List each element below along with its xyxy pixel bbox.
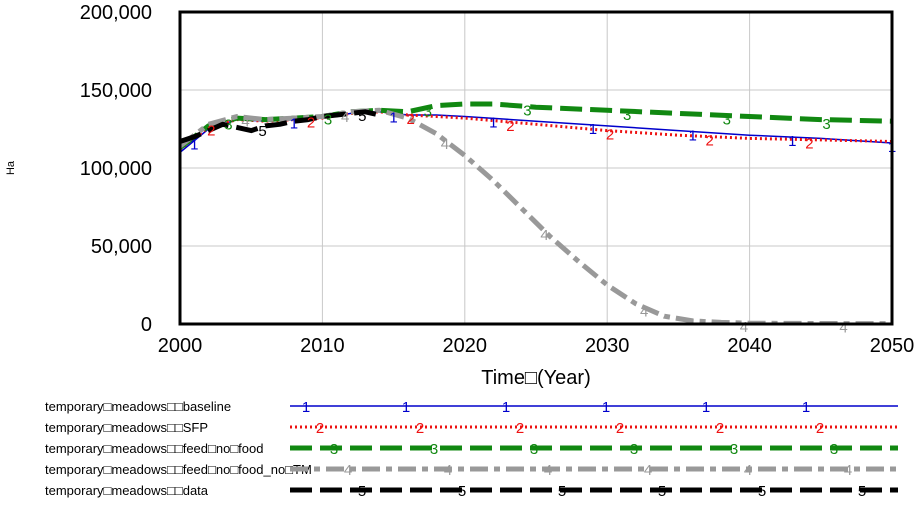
series-marker-2: 2 bbox=[805, 136, 813, 153]
series-line-3 bbox=[180, 101, 892, 150]
series-marker-2: 2 bbox=[606, 127, 614, 144]
x-tick-label: 2040 bbox=[727, 335, 772, 357]
y-tick-label: 150,000 bbox=[80, 80, 152, 102]
legend-marker-3: 3 bbox=[530, 441, 538, 458]
legend-marker-4: 4 bbox=[544, 462, 552, 479]
series-marker-4: 4 bbox=[839, 320, 847, 337]
series-line-4 bbox=[180, 107, 892, 324]
series-marker-1: 1 bbox=[190, 137, 198, 154]
legend-marker-5: 5 bbox=[858, 483, 866, 500]
legend-marker-4: 4 bbox=[844, 462, 852, 479]
y-axis-tick-labels: 0 50,000 100,000 150,000 200,000 bbox=[80, 2, 152, 336]
legend-marker-3: 3 bbox=[330, 441, 338, 458]
series-marker-1: 1 bbox=[489, 114, 497, 131]
series-marker-1: 1 bbox=[389, 109, 397, 126]
series-marker-4: 4 bbox=[241, 113, 249, 130]
legend-marker-5: 5 bbox=[658, 483, 666, 500]
x-tick-label: 2050 bbox=[870, 335, 915, 357]
series-marker-2: 2 bbox=[407, 111, 415, 128]
legend-marker-3: 3 bbox=[430, 441, 438, 458]
legend-marker-1: 1 bbox=[302, 399, 310, 416]
legend-marker-2: 2 bbox=[316, 420, 324, 437]
legend-marker-2: 2 bbox=[616, 420, 624, 437]
series-line-5 bbox=[180, 109, 380, 144]
legend-label-3: temporary□meadows□□feed□no□food bbox=[45, 441, 263, 456]
legend-marker-5: 5 bbox=[758, 483, 766, 500]
legend-marker-3: 3 bbox=[730, 441, 738, 458]
legend-marker-2: 2 bbox=[516, 420, 524, 437]
series-marker-3: 3 bbox=[324, 112, 332, 129]
series-marker-4: 4 bbox=[740, 319, 748, 336]
legend-marker-1: 1 bbox=[402, 399, 410, 416]
legend-marker-3: 3 bbox=[830, 441, 838, 458]
x-tick-label: 2030 bbox=[585, 335, 630, 357]
series-marker-4: 4 bbox=[540, 227, 548, 244]
y-axis-label: Ha bbox=[5, 160, 17, 175]
x-axis-label: Time□(Year) bbox=[481, 367, 591, 389]
series-lines bbox=[180, 101, 892, 324]
series-marker-1: 1 bbox=[788, 133, 796, 150]
legend-marker-1: 1 bbox=[702, 399, 710, 416]
series-marker-2: 2 bbox=[706, 133, 714, 150]
series-marker-3: 3 bbox=[224, 116, 232, 133]
x-tick-label: 2010 bbox=[300, 335, 345, 357]
y-tick-label: 0 bbox=[141, 314, 152, 336]
legend-marker-5: 5 bbox=[458, 483, 466, 500]
x-tick-label: 2020 bbox=[443, 335, 488, 357]
series-marker-2: 2 bbox=[307, 115, 315, 132]
legend-label-2: temporary□meadows□□SFP bbox=[45, 420, 208, 435]
series-marker-3: 3 bbox=[623, 107, 631, 124]
series-marker-1: 1 bbox=[290, 116, 298, 133]
series-marker-5: 5 bbox=[358, 108, 366, 125]
legend-marker-5: 5 bbox=[558, 483, 566, 500]
legend-marker-4: 4 bbox=[344, 462, 352, 479]
legend-marker-2: 2 bbox=[816, 420, 824, 437]
legend-label-5: temporary□meadows□□data bbox=[45, 483, 209, 498]
legend-marker-2: 2 bbox=[416, 420, 424, 437]
series-marker-4: 4 bbox=[441, 136, 449, 153]
plot-frame bbox=[178, 10, 894, 326]
series-marker-3: 3 bbox=[523, 103, 531, 120]
series-marker-1: 1 bbox=[589, 121, 597, 138]
legend-marker-1: 1 bbox=[802, 399, 810, 416]
y-tick-label: 200,000 bbox=[80, 2, 152, 24]
series-marker-4: 4 bbox=[341, 109, 349, 126]
legend-label-4: temporary□meadows□□feed□no□food_no□TM bbox=[45, 462, 312, 477]
x-axis-tick-labels: 2000 2010 2020 2030 2040 2050 bbox=[158, 335, 915, 357]
y-tick-label: 100,000 bbox=[80, 158, 152, 180]
series-marker-1: 1 bbox=[688, 127, 696, 144]
legend-marker-2: 2 bbox=[716, 420, 724, 437]
series-marker-3: 3 bbox=[424, 103, 432, 120]
series-marker-2: 2 bbox=[207, 123, 215, 140]
series-marker-3: 3 bbox=[822, 116, 830, 133]
legend: temporary□meadows□□baseline 1 1 1 1 1 1 tempora… bbox=[45, 399, 898, 500]
legend-marker-5: 5 bbox=[358, 483, 366, 500]
legend-marker-3: 3 bbox=[630, 441, 638, 458]
legend-marker-4: 4 bbox=[444, 462, 452, 479]
legend-label-1: temporary□meadows□□baseline bbox=[45, 399, 231, 414]
legend-marker-1: 1 bbox=[602, 399, 610, 416]
legend-marker-4: 4 bbox=[644, 462, 652, 479]
x-tick-label: 2000 bbox=[158, 335, 203, 357]
grid-lines bbox=[179, 11, 893, 325]
series-marker-5: 5 bbox=[258, 123, 266, 140]
y-tick-label: 50,000 bbox=[91, 236, 152, 258]
series-marker-4: 4 bbox=[640, 303, 648, 320]
legend-marker-4: 4 bbox=[744, 462, 752, 479]
legend-marker-1: 1 bbox=[502, 399, 510, 416]
series-marker-2: 2 bbox=[506, 118, 514, 135]
series-marker-3: 3 bbox=[723, 112, 731, 129]
